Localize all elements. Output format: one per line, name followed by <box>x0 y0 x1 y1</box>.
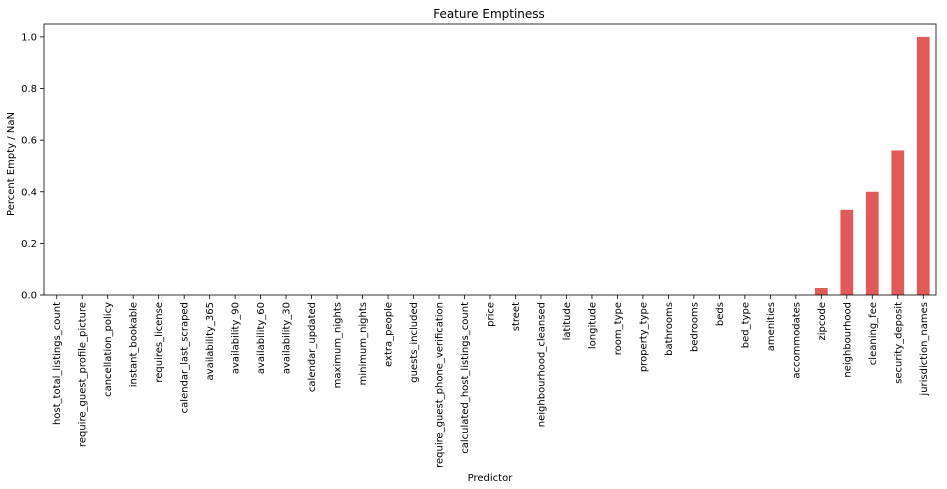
y-tick-label: 0.6 <box>21 136 37 147</box>
y-tick-label: 0.4 <box>21 187 37 198</box>
x-tick-label: availability_365 <box>205 302 216 380</box>
x-tick-label: neighbourhood <box>842 302 853 378</box>
x-tick-label: latitude <box>562 302 573 340</box>
x-tick-label: bathrooms <box>664 302 675 356</box>
x-tick-label: availability_30 <box>282 302 293 374</box>
x-tick-label: minimum_nights <box>358 302 369 385</box>
bar-neighbourhood <box>840 209 854 295</box>
x-axis: host_total_listings_count require_guest_p… <box>52 295 930 468</box>
y-tick-label: 1.0 <box>21 32 37 43</box>
x-tick-label: calculated_host_listings_count <box>460 302 471 454</box>
chart-title: Feature Emptiness <box>433 7 545 21</box>
x-tick-label: amenities <box>766 302 777 351</box>
y-axis-title: Percent Empty / NaN <box>6 112 17 216</box>
bars-group <box>814 36 930 296</box>
x-tick-label: property_type <box>638 302 649 372</box>
y-tick-label: 0.8 <box>21 84 37 95</box>
x-tick-label: room_type <box>613 302 624 355</box>
x-tick-label: bedrooms <box>689 302 700 352</box>
x-tick-label: price <box>486 302 497 327</box>
y-tick-label: 0.0 <box>21 291 37 302</box>
x-tick-label: cancellation_policy <box>103 302 114 397</box>
x-tick-label: beds <box>715 302 726 326</box>
bar-security_deposit <box>891 150 905 295</box>
x-tick-label: extra_people <box>384 302 395 367</box>
x-tick-label: availability_90 <box>231 302 242 374</box>
x-tick-label: security_deposit <box>893 302 904 384</box>
x-tick-label: longitude <box>587 302 598 349</box>
x-tick-label: zipcode <box>817 302 828 341</box>
x-tick-label: calendar_last_scraped <box>180 302 191 413</box>
x-tick-label: maximum_nights <box>333 302 344 388</box>
x-tick-label: requires_license <box>154 302 165 383</box>
x-tick-label: require_guest_phone_verification <box>435 302 446 468</box>
x-tick-label: street <box>511 302 522 331</box>
bar-zipcode <box>814 288 828 295</box>
x-tick-label: availability_60 <box>256 302 267 374</box>
x-tick-label: calendar_updated <box>307 302 318 392</box>
x-tick-label: require_guest_profile_picture <box>78 302 89 447</box>
x-tick-label: guests_included <box>409 302 420 383</box>
x-tick-label: instant_bookable <box>129 302 140 387</box>
y-axis: 0.0 0.2 0.4 0.6 0.8 1.0 <box>21 32 44 302</box>
x-tick-label: cleaning_fee <box>868 302 879 365</box>
x-tick-label: accommodates <box>791 302 802 379</box>
x-axis-title: Predictor <box>468 473 514 484</box>
bar-cleaning_fee <box>865 191 879 295</box>
x-tick-label: host_total_listings_count <box>52 302 63 425</box>
plot-frame <box>43 23 937 296</box>
x-tick-label: neighbourhood_cleansed <box>536 302 547 427</box>
x-tick-label: jurisdiction_names <box>919 302 930 397</box>
y-tick-label: 0.2 <box>21 239 37 250</box>
bar-jurisdiction_names <box>916 36 930 296</box>
x-tick-label: bed_type <box>740 302 751 348</box>
